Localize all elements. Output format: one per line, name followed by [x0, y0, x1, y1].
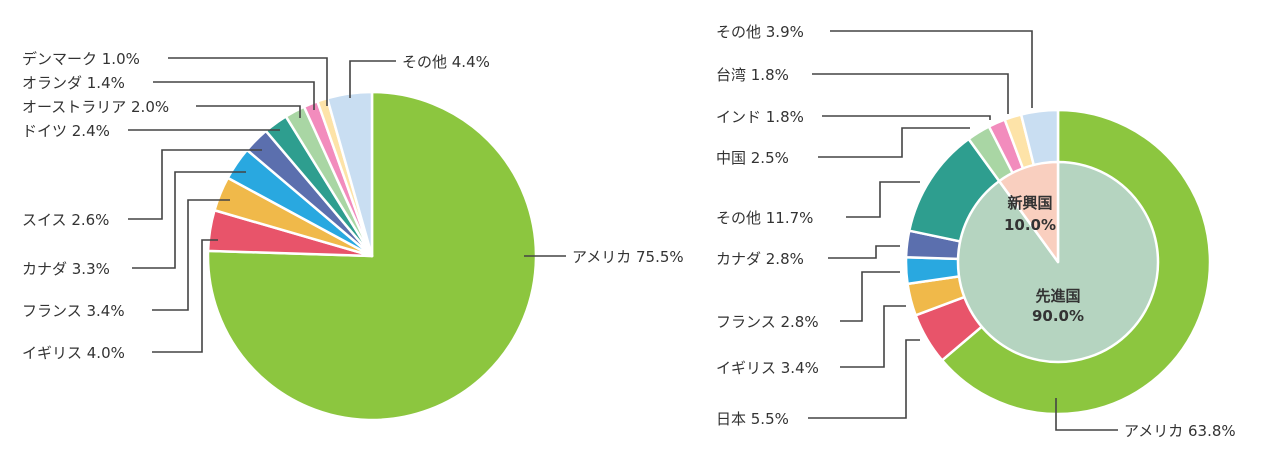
- left-label-uk: イギリス 4.0%: [22, 344, 125, 362]
- right-label-japan: 日本 5.5%: [716, 410, 789, 428]
- leader-left-france: [152, 199, 230, 311]
- leader-left-denmark: [168, 57, 328, 106]
- leader-lines: [128, 30, 1118, 431]
- right-label-other-emerging: その他 11.7%: [716, 209, 813, 227]
- leader-left-canada: [132, 171, 246, 269]
- inner-label-emerging-value: 10.0%: [1004, 216, 1056, 234]
- leader-right-canada: [828, 245, 900, 259]
- pie-chart-left: [206, 90, 538, 422]
- leader-left-switzerland: [128, 149, 262, 220]
- leader-right-uk: [840, 305, 906, 368]
- leader-right-taiwan: [812, 73, 1009, 114]
- leader-left-australia: [196, 105, 301, 118]
- leader-right-usa: [1055, 398, 1118, 431]
- leader-left-netherlands: [153, 81, 315, 110]
- leader-left-uk: [152, 239, 218, 353]
- left-label-france: フランス 3.4%: [22, 302, 125, 320]
- inner-label-developed-value: 90.0%: [1032, 307, 1084, 325]
- right-label-taiwan: 台湾 1.8%: [716, 66, 789, 84]
- left-label-usa: アメリカ 75.5%: [572, 248, 684, 266]
- leader-right-china: [818, 127, 970, 158]
- inner-pie-right: [956, 160, 1160, 364]
- leader-left-other: [349, 60, 396, 98]
- right-label-china: 中国 2.5%: [716, 149, 789, 167]
- inner-label-developed-name: 先進国: [1035, 287, 1080, 305]
- chart-labels: アメリカ 75.5% イギリス 4.0% フランス 3.4% カナダ 3.3% …: [22, 23, 1236, 440]
- left-label-germany: ドイツ 2.4%: [22, 122, 110, 140]
- right-label-france: フランス 2.8%: [716, 313, 819, 331]
- right-label-other: その他 3.9%: [716, 23, 804, 41]
- inner-label-emerging-name: 新興国: [1007, 194, 1052, 212]
- right-label-india: インド 1.8%: [716, 108, 804, 126]
- leader-right-other-emerging: [846, 181, 920, 218]
- leader-right-france: [840, 271, 900, 322]
- inner-pie-slice-1: [997, 160, 1060, 264]
- left-label-denmark: デンマーク 1.0%: [22, 50, 140, 68]
- left-label-switzerland: スイス 2.6%: [22, 211, 109, 229]
- leader-right-other: [830, 30, 1033, 108]
- left-label-australia: オーストラリア 2.0%: [22, 98, 169, 116]
- left-label-netherlands: オランダ 1.4%: [22, 74, 125, 92]
- leader-right-japan: [808, 339, 920, 419]
- right-label-usa: アメリカ 63.8%: [1124, 422, 1236, 440]
- left-label-canada: カナダ 3.3%: [22, 260, 110, 278]
- right-label-uk: イギリス 3.4%: [716, 359, 819, 377]
- left-label-other: その他 4.4%: [402, 53, 490, 71]
- right-label-canada: カナダ 2.8%: [716, 250, 804, 268]
- leader-right-india: [822, 115, 991, 120]
